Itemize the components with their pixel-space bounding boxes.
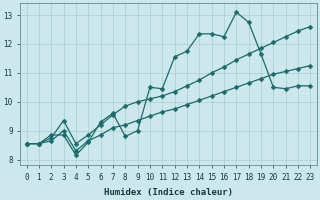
X-axis label: Humidex (Indice chaleur): Humidex (Indice chaleur): [104, 188, 233, 197]
